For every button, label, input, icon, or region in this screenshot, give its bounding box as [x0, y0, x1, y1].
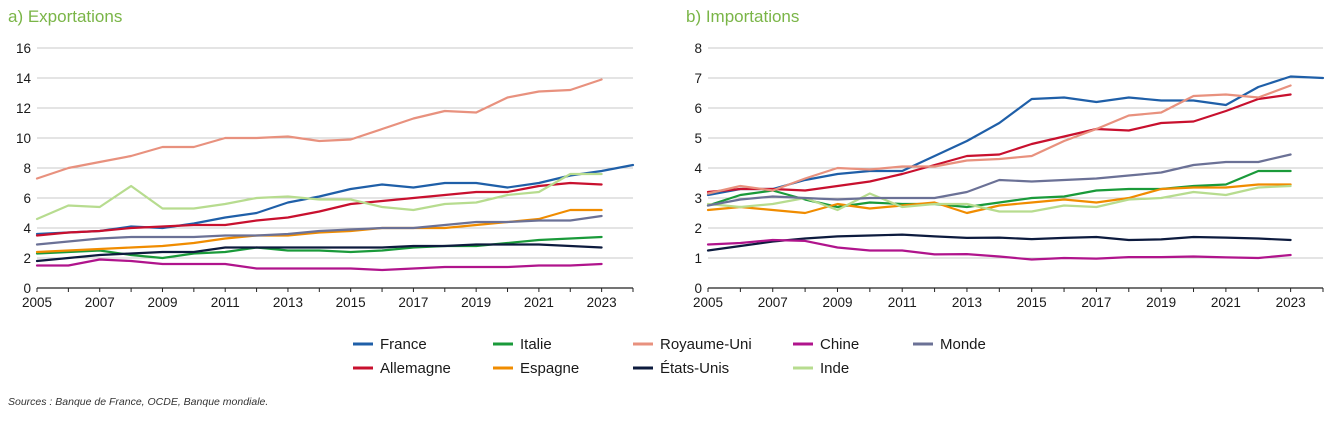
- source-note: Sources : Banque de France, OCDE, Banque…: [8, 396, 269, 408]
- panel-exportations: a) Exportations 0 2 4 6 8 10 12 14 16 2005 2007 200…: [8, 7, 635, 310]
- x-tick-label: 2019: [1146, 295, 1176, 310]
- legend-item-inde: Inde: [793, 360, 849, 377]
- series-line-france-importations: [706, 75, 1325, 197]
- legend-item-espagne: Espagne: [493, 360, 579, 377]
- legend-label: France: [380, 336, 427, 353]
- legend-item-etats-unis: États-Unis: [633, 360, 729, 377]
- x-tick-label: 2005: [22, 295, 52, 310]
- series-line-espagne-importations: [706, 183, 1292, 215]
- y-tick-label: 2: [694, 221, 702, 236]
- x-tick-label: 2023: [1276, 295, 1306, 310]
- y-tick-label: 4: [694, 161, 702, 176]
- y-tick-label: 14: [16, 71, 32, 86]
- y-tick-label: 4: [23, 221, 31, 236]
- legend-item-allemagne: Allemagne: [353, 360, 451, 377]
- legend-label: Monde: [940, 336, 986, 353]
- legend-label: Royaume-Uni: [660, 336, 752, 353]
- panel-title-exportations: a) Exportations: [8, 7, 122, 26]
- y-tick-label: 16: [16, 41, 31, 56]
- series-line-monde-importations: [706, 153, 1292, 207]
- legend-item-royaume-uni: Royaume-Uni: [633, 336, 752, 353]
- x-tick-label: 2021: [524, 295, 554, 310]
- series-line-allemagne-importations: [706, 93, 1292, 194]
- y-tick-label: 8: [23, 161, 31, 176]
- panel-title-importations: b) Importations: [686, 7, 799, 26]
- panel-importations: b) Importations 0 1 2 3 4 5 6 7 8 2005 2007 2009 201…: [686, 7, 1325, 310]
- x-tick-label: 2011: [888, 295, 917, 310]
- y-tick-label: 6: [694, 101, 702, 116]
- x-tick-label: 2017: [398, 295, 428, 310]
- y-tick-label: 12: [16, 101, 31, 116]
- legend-label: Italie: [520, 336, 552, 353]
- series-line-italie-exportations: [35, 235, 603, 260]
- y-tick-label: 2: [23, 251, 31, 266]
- legend-item-monde: Monde: [913, 336, 986, 353]
- legend-label: Chine: [820, 336, 859, 353]
- series-line-inde-exportations: [35, 172, 603, 221]
- legend-label: Inde: [820, 360, 849, 377]
- y-tick-label: 0: [23, 281, 31, 296]
- series-line-chine-exportations: [35, 258, 603, 272]
- x-tick-label: 2007: [758, 295, 788, 310]
- series-line-monde-exportations: [35, 214, 603, 246]
- series-line-etats-unis-importations: [706, 233, 1292, 252]
- series-line-chine-importations: [706, 238, 1292, 261]
- x-tick-label: 2009: [822, 295, 852, 310]
- y-tick-label: 8: [694, 41, 702, 56]
- y-tick-label: 10: [16, 131, 31, 146]
- legend-label: Espagne: [520, 360, 579, 377]
- series-line-royaume-uni-importations: [706, 84, 1292, 195]
- series-line-royaume-uni-exportations: [35, 78, 603, 180]
- series-line-italie-importations: [706, 169, 1292, 209]
- x-tick-label: 2019: [461, 295, 491, 310]
- legend-item-france: France: [353, 336, 427, 353]
- y-tick-label: 1: [694, 251, 702, 266]
- legend-label: États-Unis: [660, 360, 729, 377]
- y-tick-label: 3: [694, 191, 702, 206]
- series-line-etats-unis-exportations: [35, 243, 603, 263]
- x-tick-label: 2007: [85, 295, 115, 310]
- x-tick-label: 2013: [952, 295, 982, 310]
- legend: France Allemagne Italie Espagne Royaume-Uni É…: [353, 336, 986, 377]
- x-tick-label: 2021: [1211, 295, 1241, 310]
- x-tick-label: 2009: [147, 295, 177, 310]
- legend-item-italie: Italie: [493, 336, 552, 353]
- y-tick-label: 5: [694, 131, 702, 146]
- x-tick-label: 2013: [273, 295, 303, 310]
- y-tick-label: 6: [23, 191, 31, 206]
- legend-label: Allemagne: [380, 360, 451, 377]
- legend-item-chine: Chine: [793, 336, 859, 353]
- x-tick-label: 2017: [1081, 295, 1111, 310]
- x-tick-label: 2005: [693, 295, 723, 310]
- x-tick-label: 2023: [587, 295, 617, 310]
- y-tick-label: 7: [694, 71, 702, 86]
- x-tick-label: 2011: [211, 295, 240, 310]
- x-tick-label: 2015: [336, 295, 366, 310]
- x-tick-label: 2015: [1017, 295, 1047, 310]
- y-tick-label: 0: [694, 281, 702, 296]
- series-line-allemagne-exportations: [35, 181, 603, 237]
